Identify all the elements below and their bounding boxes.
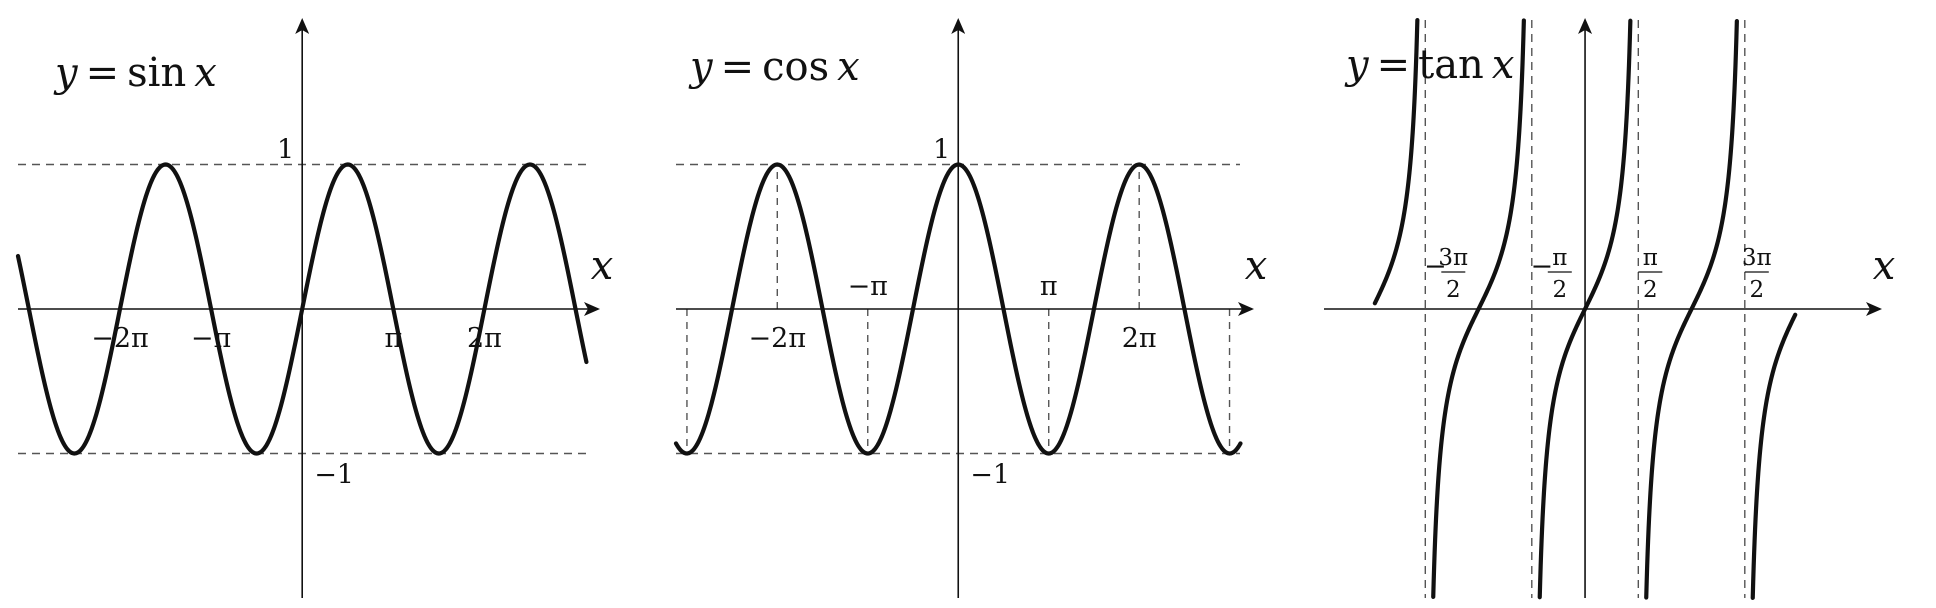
cos-curve: [673, 162, 1243, 456]
title-fn: tan: [1418, 42, 1484, 88]
title-lhs: y: [1344, 42, 1370, 88]
tick-sign: −: [1424, 251, 1447, 282]
x-tick-label: −π: [848, 271, 888, 302]
sine-graph-panel: y = sin xx−2π −π π 2π1−1: [15, 18, 614, 598]
graph-title: y = tan x: [1344, 42, 1514, 88]
title-arg: x: [194, 50, 217, 96]
title-arg: x: [1492, 42, 1515, 88]
x-tick-label: −2π: [91, 323, 149, 354]
tick-denominator: 2: [1749, 277, 1764, 303]
y-tick-label: −1: [314, 460, 354, 491]
x-tick-label: 2π: [467, 323, 502, 354]
graph-title: y = sin x: [53, 50, 217, 96]
y-tick-label: 1: [277, 135, 294, 166]
tick-numerator: π: [1643, 245, 1658, 271]
x-axis-label: x: [1245, 243, 1268, 289]
title-fn: sin: [127, 50, 186, 96]
tan-curve: [1372, 18, 1798, 600]
title-eq: =: [721, 44, 755, 90]
title-lhs: y: [688, 44, 714, 90]
x-tick-label: −π: [191, 323, 231, 354]
tick-numerator: π: [1552, 245, 1567, 271]
x-tick-label: π: [384, 323, 402, 354]
x-tick-label: π: [1040, 271, 1058, 302]
tick-denominator: 2: [1446, 277, 1461, 303]
title-lhs: y: [53, 50, 79, 96]
y-tick-label: −1: [970, 460, 1010, 491]
tick-denominator: 2: [1643, 277, 1658, 303]
tick-sign: −: [1530, 251, 1553, 282]
x-axis-label: x: [1873, 243, 1896, 289]
x-tick-label: 2π: [1122, 323, 1157, 354]
graph-title: y = cos x: [688, 44, 860, 90]
tick-denominator: 2: [1552, 277, 1567, 303]
sin-curve: [15, 162, 589, 456]
title-eq: =: [86, 50, 120, 96]
x-tick-label: −3π 2: [1424, 245, 1468, 303]
title-fn: cos: [762, 44, 829, 90]
title-arg: x: [837, 44, 860, 90]
tick-numerator: 3π: [1742, 245, 1772, 271]
title-eq: =: [1377, 42, 1411, 88]
tick-numerator: 3π: [1438, 245, 1468, 271]
x-tick-label: −2π: [749, 323, 807, 354]
x-tick-label: π2: [1638, 245, 1663, 303]
x-tick-label: 3π2: [1742, 245, 1772, 303]
y-tick-label: 1: [933, 135, 950, 166]
x-tick-label: − π 2: [1530, 245, 1572, 303]
x-axis-label: x: [591, 243, 614, 289]
